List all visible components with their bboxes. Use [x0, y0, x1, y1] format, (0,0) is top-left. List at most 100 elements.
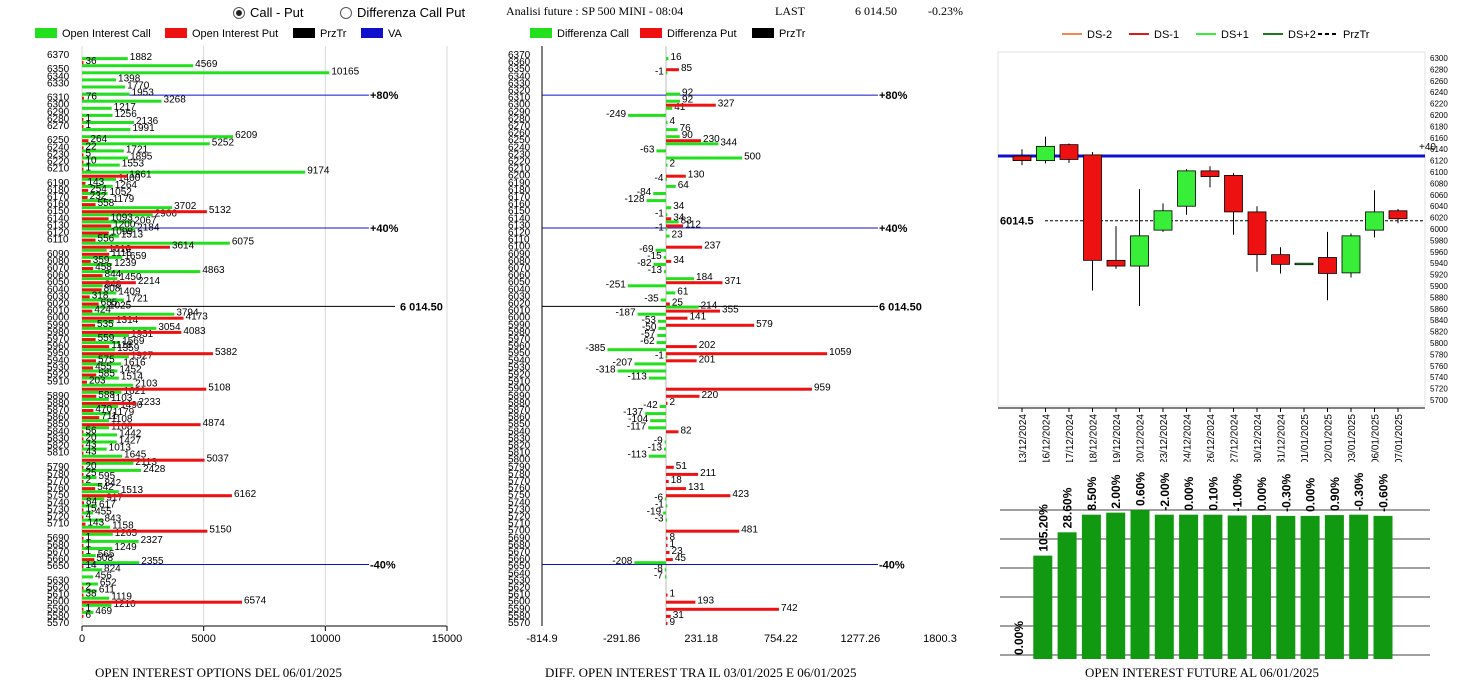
y-tick-label: 6000 [508, 313, 531, 324]
oi-bar-label: 0.90% [1328, 477, 1342, 511]
diff-call-bar [653, 263, 667, 266]
y-tick-label: 6140 [508, 213, 531, 224]
bar-value-label: 1861 [129, 170, 152, 181]
y-tick-label: 5780 [1430, 350, 1448, 359]
diff-put-bar [666, 224, 684, 228]
diff-call-bar [628, 113, 667, 117]
call-bar [82, 596, 110, 600]
y-tick-label: 5750 [47, 490, 70, 501]
y-tick-label: 5800 [1430, 339, 1448, 348]
x-tick-label: 27/12/2024 [1230, 414, 1241, 462]
bar-value-label: 611 [99, 585, 115, 596]
radio-selected-icon[interactable] [233, 6, 245, 19]
y-tick-label: 5740 [508, 497, 531, 508]
call-bar [82, 255, 123, 259]
diff-call-bar [648, 426, 667, 430]
bar-value-label: 842 [104, 478, 121, 489]
call-bar [82, 319, 114, 323]
bar-value-label: 9174 [307, 166, 330, 177]
y-tick-label: 5820 [1430, 328, 1448, 337]
legend-label: DS+2 [1288, 29, 1316, 41]
put-bar [82, 302, 99, 306]
y-tick-label: 5880 [508, 398, 531, 409]
bar-value-label: 1770 [127, 81, 150, 92]
y-tick-label: 5760 [47, 483, 70, 494]
bar-value-label: 318 [92, 290, 109, 301]
put-bar [82, 565, 84, 569]
bar-value-label: 359 [93, 255, 110, 266]
diff-put-bar [666, 543, 668, 547]
put-bar [82, 558, 95, 562]
y-tick-label: 6370 [508, 50, 531, 61]
bar-value-label: 131 [688, 482, 705, 493]
x-tick-label: 31/12/2024 [1277, 414, 1288, 462]
reference-label: 6 014.50 [400, 301, 443, 313]
x-tick-label: 24/12/2024 [1183, 414, 1194, 462]
put-bar [82, 345, 110, 349]
bar-value-label: 1452 [119, 365, 142, 376]
reference-label: +40% [370, 223, 399, 235]
y-tick-label: 5840 [47, 426, 70, 437]
candle-down [1318, 257, 1337, 274]
y-tick-label: 5630 [508, 575, 531, 586]
put-bar [82, 480, 84, 483]
y-tick-label: 5850 [47, 419, 70, 430]
bar-value-label: 1 [86, 113, 92, 124]
y-tick-label: 6220 [508, 157, 531, 168]
call-bar [82, 405, 119, 408]
y-tick-label: 5650 [508, 561, 531, 572]
radio-diff-call-put[interactable]: Differenza Call Put [340, 5, 465, 20]
bar-value-label: 542 [97, 482, 114, 493]
bar-value-label: 595 [98, 471, 115, 482]
y-tick-label: 5940 [1430, 259, 1448, 268]
put-bar [82, 139, 89, 143]
radio-call-put[interactable]: Call - Put [233, 5, 303, 20]
bar-value-label: 558 [98, 198, 115, 209]
put-bar [82, 416, 100, 420]
y-tick-label: 6220 [47, 157, 70, 168]
candle-down [1200, 170, 1220, 177]
y-tick-label: 5920 [508, 370, 531, 381]
call-bar [82, 156, 129, 160]
diff-put-bar [666, 614, 671, 618]
bar-value-label: 1265 [115, 528, 138, 539]
call-bar [82, 57, 128, 61]
radio-unselected-icon[interactable] [340, 6, 352, 19]
y-tick-label: 5880 [47, 398, 70, 409]
diff-chart-caption: DIFF. OPEN INTEREST TRA IL 03/01/2025 E … [545, 665, 857, 680]
call-bar [82, 192, 108, 195]
y-tick-label: 6360 [508, 57, 531, 68]
call-bar [82, 539, 139, 543]
bar-value-label: 1514 [121, 372, 144, 383]
call-bar [82, 341, 121, 345]
bar-value-label: 130 [688, 170, 705, 181]
y-tick-label: 5980 [47, 327, 70, 338]
y-tick-label: 5720 [508, 512, 531, 523]
bar-value-label: 5382 [215, 347, 238, 358]
y-tick-label: 5730 [47, 504, 70, 515]
call-bar [82, 419, 109, 423]
bar-value-label: 652 [100, 578, 117, 589]
put-bar [82, 465, 84, 469]
bar-value-label: 202 [699, 340, 716, 351]
bar-value-label: -128 [625, 194, 645, 205]
y-tick-label: 6130 [47, 220, 70, 231]
bar-value-label: -50 [642, 322, 657, 333]
bar-value-label: 588 [98, 390, 115, 401]
x-tick-label: 1800.3 [923, 633, 957, 645]
put-bar [82, 394, 97, 398]
put-bar [82, 387, 207, 391]
diff-call-bar [666, 57, 669, 61]
legend-label: Differenza Call [557, 28, 629, 40]
oi-bar [1324, 515, 1344, 659]
bar-value-label: 500 [744, 152, 761, 163]
diff-put-bar [666, 359, 697, 363]
put-bar [82, 409, 94, 412]
candle-up [1153, 210, 1173, 231]
diff-call-bar [666, 277, 695, 281]
bar-value-label: 1200 [113, 219, 136, 230]
y-tick-label: 6210 [47, 164, 70, 175]
call-bar [82, 241, 230, 245]
y-tick-label: 5590 [47, 604, 70, 615]
diff-call-bar [627, 284, 667, 288]
